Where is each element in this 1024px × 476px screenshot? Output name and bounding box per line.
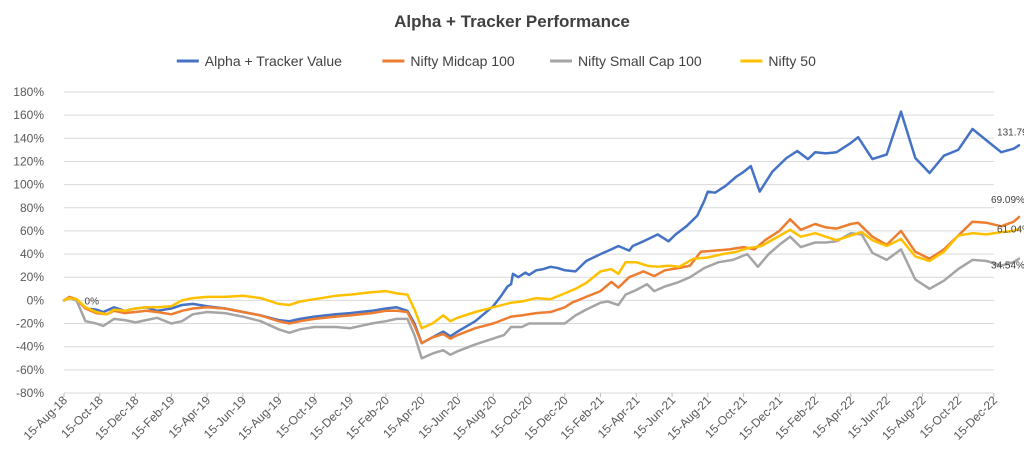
series-lines bbox=[62, 110, 1021, 360]
series-line-nifty-small-cap-100 bbox=[62, 231, 1021, 360]
series-line-nifty-50 bbox=[62, 227, 1021, 330]
y-tick-label: -60% bbox=[16, 363, 44, 377]
legend-item: Nifty Small Cap 100 bbox=[550, 53, 702, 69]
legend-label: Alpha + Tracker Value bbox=[205, 53, 342, 69]
data-label: 0% bbox=[85, 296, 100, 307]
y-tick-label: 60% bbox=[20, 224, 44, 238]
legend-label: Nifty Midcap 100 bbox=[410, 53, 514, 69]
gridlines bbox=[64, 91, 994, 394]
legend-label: Nifty 50 bbox=[768, 53, 816, 69]
y-tick-label: 180% bbox=[13, 85, 44, 99]
y-tick-label: -80% bbox=[16, 386, 44, 400]
y-tick-label: 0% bbox=[27, 293, 45, 307]
series-line-nifty-midcap-100 bbox=[62, 215, 1021, 345]
y-tick-label: -40% bbox=[16, 340, 44, 354]
y-tick-label: 40% bbox=[20, 247, 44, 261]
x-axis-ticks: 15-Aug-1815-Oct-1815-Dec-1815-Feb-1915-A… bbox=[21, 393, 1001, 443]
legend: Alpha + Tracker Value Nifty Midcap 100 Nif… bbox=[176, 53, 816, 69]
data-labels: 0% 131.79% 69.09% 61.04% 34.54% bbox=[85, 127, 1024, 307]
legend-item: Nifty 50 bbox=[740, 53, 816, 69]
data-label: 61.04% bbox=[997, 225, 1024, 236]
y-tick-label: 120% bbox=[13, 154, 44, 168]
y-tick-label: -20% bbox=[16, 317, 44, 331]
data-label: 34.54% bbox=[991, 261, 1024, 272]
data-label: 131.79% bbox=[997, 127, 1024, 138]
y-tick-label: 100% bbox=[13, 178, 44, 192]
legend-item: Alpha + Tracker Value bbox=[176, 53, 342, 69]
y-tick-label: 20% bbox=[20, 270, 44, 284]
y-tick-label: 140% bbox=[13, 131, 44, 145]
y-tick-label: 160% bbox=[13, 108, 44, 122]
chart-title: Alpha + Tracker Performance bbox=[394, 12, 630, 31]
legend-label: Nifty Small Cap 100 bbox=[578, 53, 702, 69]
y-tick-label: 80% bbox=[20, 201, 44, 215]
data-label: 69.09% bbox=[991, 195, 1024, 206]
y-axis-ticks: -80% -60% -40% -20% 0% 20% 40% 60% 80% 100% 120% 14… bbox=[13, 85, 44, 400]
legend-item: Nifty Midcap 100 bbox=[382, 53, 515, 69]
